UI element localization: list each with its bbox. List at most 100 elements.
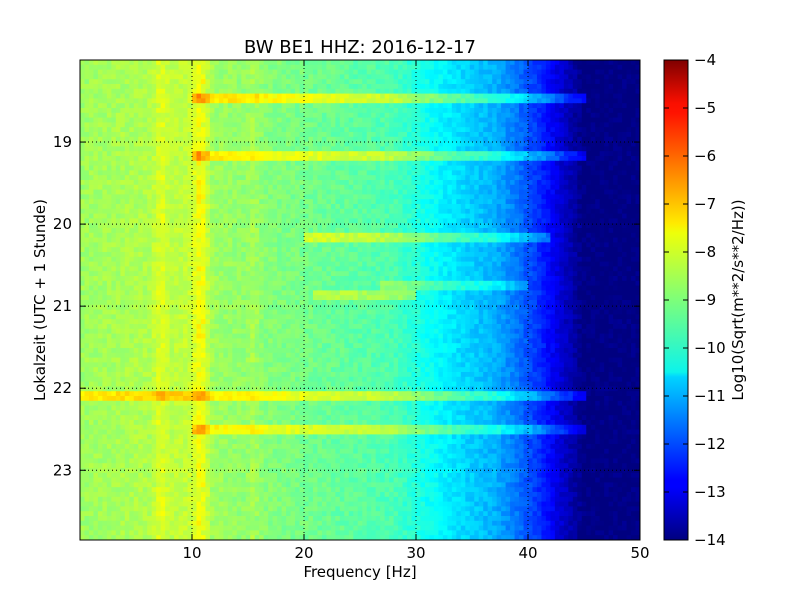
heatmap-cell [528, 117, 534, 123]
heatmap-cell [209, 208, 215, 215]
heatmap-cell [326, 194, 332, 200]
heatmap-cell [407, 180, 413, 186]
heatmap-cell [416, 132, 422, 138]
heatmap-cell [599, 204, 605, 210]
heatmap-cell [599, 218, 605, 224]
heatmap-cell [505, 228, 511, 234]
heatmap-cell [604, 218, 610, 224]
heatmap-cell [545, 64, 551, 71]
heatmap-cell [572, 247, 578, 253]
heatmap-cell [563, 103, 569, 109]
heatmap-cell [353, 136, 359, 143]
heatmap-cell [380, 103, 386, 109]
heatmap-cell [483, 208, 489, 215]
heatmap-cell [312, 98, 319, 104]
heatmap-cell [398, 213, 404, 219]
heatmap-cell [420, 160, 426, 167]
heatmap-cell [510, 232, 516, 239]
heatmap-cell [528, 79, 534, 85]
heatmap-cell [631, 175, 637, 181]
heatmap-cell [362, 88, 368, 95]
heatmap-cell [559, 117, 565, 123]
heatmap-cell [281, 204, 287, 210]
heatmap-cell [214, 204, 220, 210]
heatmap-cell [371, 223, 377, 229]
heatmap-cell [545, 204, 551, 210]
heatmap-cell [120, 156, 126, 162]
heatmap-cell [442, 184, 448, 191]
heatmap-cell [84, 228, 90, 234]
heatmap-cell [214, 79, 220, 85]
heatmap-cell [433, 88, 439, 95]
heatmap-cell [424, 247, 431, 253]
heatmap-cell [174, 218, 180, 224]
heatmap-cell [474, 98, 480, 104]
heatmap-cell [142, 84, 148, 90]
heatmap-cell [487, 170, 493, 176]
heatmap-cell [559, 103, 565, 109]
heatmap-cell [147, 84, 153, 90]
heatmap-cell [88, 122, 95, 128]
heatmap-cell [483, 184, 489, 191]
heatmap-cell [357, 247, 363, 253]
heatmap-cell [93, 175, 99, 181]
heatmap-cell [317, 84, 323, 90]
heatmap-cell [420, 156, 426, 162]
heatmap-cell [586, 242, 592, 248]
heatmap-cell [604, 103, 610, 109]
heatmap-cell [433, 218, 439, 224]
heatmap-cell [169, 165, 175, 171]
heatmap-cell [456, 175, 462, 181]
heatmap-cell [375, 117, 381, 123]
heatmap-cell [411, 122, 417, 128]
heatmap-cell [545, 136, 551, 143]
heatmap-cell [536, 237, 543, 243]
heatmap-cell [326, 141, 332, 147]
heatmap-cell [88, 223, 95, 229]
heatmap-cell [259, 69, 265, 75]
heatmap-cell [245, 108, 251, 114]
heatmap-cell [241, 60, 247, 66]
heatmap-cell [465, 93, 471, 99]
heatmap-cell [133, 242, 139, 248]
heatmap-cell [111, 132, 117, 138]
heatmap-cell [223, 228, 229, 234]
heatmap-cell [200, 79, 207, 85]
heatmap-cell [205, 151, 211, 157]
heatmap-cell [393, 117, 399, 123]
heatmap-cell [429, 108, 435, 114]
heatmap-cell [183, 60, 189, 66]
heatmap-cell [218, 122, 224, 128]
heatmap-cell [174, 228, 180, 234]
heatmap-cell [142, 218, 148, 224]
heatmap-cell [295, 64, 301, 71]
heatmap-cell [371, 208, 377, 215]
heatmap-cell [254, 151, 260, 157]
heatmap-cell [102, 117, 108, 123]
heatmap-cell [554, 232, 560, 239]
heatmap-cell [541, 208, 547, 215]
heatmap-cell [299, 74, 305, 80]
heatmap-cell [519, 194, 525, 200]
heatmap-cell [519, 103, 525, 109]
heatmap-cell [147, 208, 153, 215]
heatmap-cell [483, 180, 489, 186]
heatmap-cell [483, 74, 489, 80]
heatmap-cell [308, 108, 314, 114]
heatmap-cell [178, 64, 184, 71]
heatmap-cell [299, 108, 305, 114]
heatmap-cell [483, 103, 489, 109]
heatmap-cell [93, 156, 99, 162]
heatmap-cell [362, 64, 368, 71]
heatmap-cell [572, 98, 578, 104]
heatmap-cell [563, 184, 569, 191]
heatmap-cell [595, 122, 601, 128]
heatmap-cell [523, 112, 529, 119]
heatmap-cell [254, 103, 260, 109]
heatmap-cell [393, 232, 399, 239]
heatmap-cell [142, 180, 148, 186]
heatmap-cell [541, 232, 547, 239]
heatmap-cell [599, 237, 605, 243]
heatmap-cell [514, 136, 520, 143]
heatmap-cell [541, 194, 547, 200]
